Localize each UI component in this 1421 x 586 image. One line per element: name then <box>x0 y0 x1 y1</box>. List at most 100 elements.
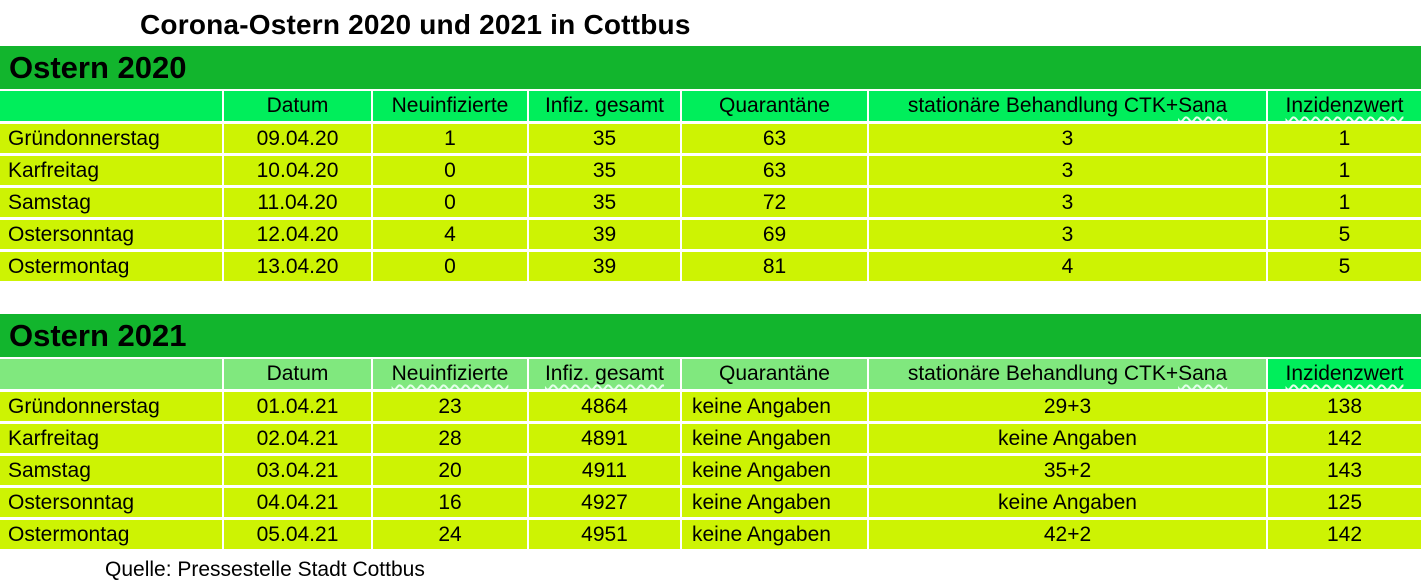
header-cell-infiz-gesamt: Infiz. gesamt <box>528 91 682 124</box>
source-caption: Quelle: Pressestelle Stadt Cottbus <box>105 558 425 581</box>
cell-quarantine: 69 <box>681 218 869 252</box>
cell-incidence: 143 <box>1267 454 1421 488</box>
cell-quarantine: keine Angaben <box>681 422 869 456</box>
page-title: Corona-Ostern 2020 und 2021 in Cottbus <box>140 9 691 40</box>
header-cell-neuinfizierte: Neuinfizierte <box>372 359 529 392</box>
cell-day: Ostermontag <box>0 518 224 552</box>
cell-hospital: 3 <box>868 218 1268 252</box>
header-cell-day-empty <box>0 91 224 124</box>
header-cell-day-empty <box>0 359 224 392</box>
table-row: Karfreitag 10.04.20 0 35 63 3 1 <box>0 154 1421 188</box>
cell-hospital: 42+2 <box>868 518 1268 552</box>
cell-hospital: 4 <box>868 250 1268 284</box>
header-cell-datum: Datum <box>223 359 373 392</box>
cell-hospital: keine Angaben <box>868 422 1268 456</box>
table-row: Karfreitag 02.04.21 28 4891 keine Angabe… <box>0 422 1421 456</box>
table-ostern-2020: Datum Neuinfizierte Infiz. gesamt Quaran… <box>0 91 1421 284</box>
table-ostern-2021: Datum Neuinfizierte Infiz. gesamt Quaran… <box>0 359 1421 552</box>
header-label: Infiz. gesamt <box>544 94 665 117</box>
header-label-squiggle: Sana <box>1178 94 1228 117</box>
cell-quarantine: 72 <box>681 186 869 220</box>
header-cell-stationaere-behandlung: stationäre Behandlung CTK+Sana <box>868 359 1268 392</box>
cell-date: 12.04.20 <box>223 218 373 252</box>
cell-incidence: 1 <box>1267 154 1421 188</box>
cell-total-infections: 35 <box>528 154 682 188</box>
cell-total-infections: 35 <box>528 122 682 156</box>
cell-total-infections: 4911 <box>528 454 682 488</box>
cell-day: Ostersonntag <box>0 486 224 520</box>
cell-date: 02.04.21 <box>223 422 373 456</box>
cell-hospital: 3 <box>868 122 1268 156</box>
table-row: Ostersonntag 12.04.20 4 39 69 3 5 <box>0 218 1421 252</box>
header-label: Neuinfizierte <box>391 94 509 117</box>
cell-day: Ostersonntag <box>0 218 224 252</box>
header-row: Datum Neuinfizierte Infiz. gesamt Quaran… <box>0 91 1421 124</box>
cell-incidence: 142 <box>1267 422 1421 456</box>
cell-incidence: 5 <box>1267 250 1421 284</box>
cell-date: 13.04.20 <box>223 250 373 284</box>
header-label-squiggle: Neuinfizierte <box>391 362 509 385</box>
cell-incidence: 5 <box>1267 218 1421 252</box>
cell-hospital: 3 <box>868 186 1268 220</box>
header-cell-inzidenzwert: Inzidenzwert <box>1267 359 1421 392</box>
cell-new-infections: 24 <box>372 518 529 552</box>
cell-new-infections: 23 <box>372 390 529 424</box>
cell-incidence: 142 <box>1267 518 1421 552</box>
cell-date: 10.04.20 <box>223 154 373 188</box>
table-row: Ostersonntag 04.04.21 16 4927 keine Anga… <box>0 486 1421 520</box>
cell-new-infections: 1 <box>372 122 529 156</box>
header-cell-neuinfizierte: Neuinfizierte <box>372 91 529 124</box>
cell-date: 03.04.21 <box>223 454 373 488</box>
table-row: Ostermontag 13.04.20 0 39 81 4 5 <box>0 250 1421 284</box>
header-cell-quarantaene: Quarantäne <box>681 91 869 124</box>
table-row: Samstag 03.04.21 20 4911 keine Angaben 3… <box>0 454 1421 488</box>
cell-quarantine: 63 <box>681 122 869 156</box>
table-row: Gründonnerstag 09.04.20 1 35 63 3 1 <box>0 122 1421 156</box>
cell-total-infections: 39 <box>528 218 682 252</box>
header-cell-infiz-gesamt: Infiz. gesamt <box>528 359 682 392</box>
header-label-squiggle: Inzidenzwert <box>1285 362 1404 385</box>
cell-day: Samstag <box>0 186 224 220</box>
cell-day: Samstag <box>0 454 224 488</box>
cell-day: Ostermontag <box>0 250 224 284</box>
cell-hospital: keine Angaben <box>868 486 1268 520</box>
header-row: Datum Neuinfizierte Infiz. gesamt Quaran… <box>0 359 1421 392</box>
section-gap <box>0 284 1421 314</box>
section-header-2021: Ostern 2021 <box>0 314 1421 359</box>
header-label-squiggle: Sana <box>1178 362 1228 385</box>
table-row: Ostermontag 05.04.21 24 4951 keine Angab… <box>0 518 1421 552</box>
table-row: Samstag 11.04.20 0 35 72 3 1 <box>0 186 1421 220</box>
header-cell-datum: Datum <box>223 91 373 124</box>
cell-new-infections: 4 <box>372 218 529 252</box>
header-label: Datum <box>266 362 329 385</box>
cell-date: 05.04.21 <box>223 518 373 552</box>
cell-quarantine: keine Angaben <box>681 390 869 424</box>
cell-total-infections: 4891 <box>528 422 682 456</box>
header-label-squiggle: Infiz. gesamt <box>544 362 665 385</box>
cell-total-infections: 35 <box>528 186 682 220</box>
cell-day: Karfreitag <box>0 422 224 456</box>
header-label: Datum <box>266 94 329 117</box>
cell-date: 01.04.21 <box>223 390 373 424</box>
cell-quarantine: keine Angaben <box>681 518 869 552</box>
cell-quarantine: keine Angaben <box>681 454 869 488</box>
cell-new-infections: 16 <box>372 486 529 520</box>
cell-total-infections: 4864 <box>528 390 682 424</box>
cell-day: Gründonnerstag <box>0 122 224 156</box>
cell-date: 04.04.21 <box>223 486 373 520</box>
header-label-squiggle: Inzidenzwert <box>1285 94 1404 117</box>
table-row: Gründonnerstag 01.04.21 23 4864 keine An… <box>0 390 1421 424</box>
header-label: stationäre Behandlung CTK+ <box>907 362 1179 385</box>
cell-quarantine: keine Angaben <box>681 486 869 520</box>
cell-new-infections: 28 <box>372 422 529 456</box>
cell-hospital: 35+2 <box>868 454 1268 488</box>
cell-incidence: 125 <box>1267 486 1421 520</box>
cell-day: Gründonnerstag <box>0 390 224 424</box>
header-label: Quarantäne <box>719 94 830 117</box>
cell-quarantine: 81 <box>681 250 869 284</box>
cell-date: 11.04.20 <box>223 186 373 220</box>
header-cell-inzidenzwert: Inzidenzwert <box>1267 91 1421 124</box>
cell-incidence: 138 <box>1267 390 1421 424</box>
cell-incidence: 1 <box>1267 186 1421 220</box>
header-label: Quarantäne <box>719 362 830 385</box>
